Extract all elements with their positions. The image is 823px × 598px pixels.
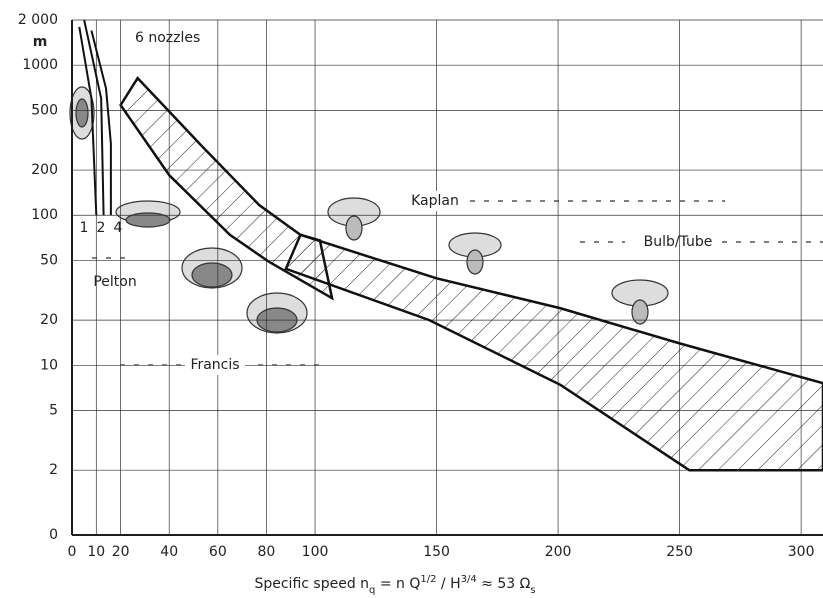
x-label-part: 1/2: [420, 574, 436, 585]
x-tick-label: 60: [209, 544, 227, 560]
x-label-part: = n Q: [375, 576, 420, 592]
chart: m Specific speed nq = n Q1/2 / H3/4 ≈ 53…: [0, 0, 823, 598]
x-tick-label: 80: [258, 544, 276, 560]
x-label-part: / H: [436, 576, 460, 592]
series-label: 1: [80, 220, 89, 236]
x-label-part: ≈ 53 Ω: [477, 576, 531, 592]
x-tick-label: 200: [545, 544, 572, 560]
y-tick-label: 20: [40, 312, 58, 328]
y-tick-label: 5: [49, 402, 58, 418]
series-label: 2: [97, 220, 106, 236]
y-tick-label: 500: [31, 102, 58, 118]
y-tick-label: 2: [49, 462, 58, 478]
y-tick-label: 2 000: [18, 12, 58, 28]
y-tick-label: 100: [31, 207, 58, 223]
series-label: 4: [114, 220, 123, 236]
x-tick-label: 20: [112, 544, 130, 560]
y-tick-label: 50: [40, 252, 58, 268]
y-tick-label: 10: [40, 357, 58, 373]
x-tick-label: 0: [68, 544, 77, 560]
annotation: Bulb/Tube: [644, 234, 713, 250]
region-label: Francis: [190, 357, 239, 373]
annotation: 6 nozzles: [135, 30, 200, 46]
x-tick-label: 150: [423, 544, 450, 560]
y-tick-label: 0: [49, 527, 58, 543]
region-band: [286, 235, 823, 470]
y-tick-label: 200: [31, 162, 58, 178]
y-unit: m: [33, 34, 48, 50]
x-tick-label: 100: [302, 544, 329, 560]
x-tick-label: 250: [666, 544, 693, 560]
y-tick-label: 1000: [22, 57, 58, 73]
region-label: Kaplan: [411, 193, 459, 209]
x-tick-label: 40: [160, 544, 178, 560]
x-label-part: s: [530, 585, 535, 596]
x-tick-label: 10: [87, 544, 105, 560]
x-label-part: 3/4: [461, 574, 477, 585]
annotation: Pelton: [93, 274, 136, 290]
x-tick-label: 300: [788, 544, 815, 560]
x-axis-label: Specific speed nq = n Q1/2 / H3/4 ≈ 53 Ω…: [254, 574, 535, 596]
x-label-part: Specific speed n: [254, 576, 369, 592]
